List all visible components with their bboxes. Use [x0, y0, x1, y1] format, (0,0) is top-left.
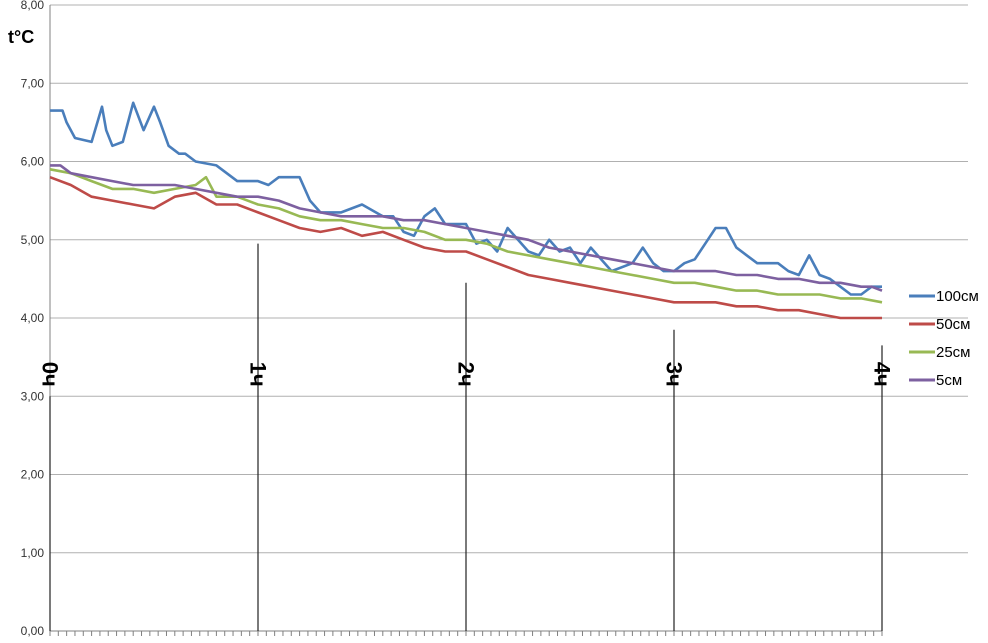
- legend-label: 50см: [936, 316, 971, 333]
- hour-marker-label: 4ч: [870, 362, 895, 387]
- y-tick-label: 8,00: [21, 0, 45, 12]
- hour-marker-label: 0ч: [38, 362, 63, 387]
- legend: 100см 50см 25см 5см: [909, 288, 979, 389]
- hour-marker-label: 3ч: [662, 362, 687, 387]
- series-lines: [49, 101, 883, 320]
- y-tick-label: 4,00: [21, 311, 45, 325]
- hour-markers: 0ч 1ч 2ч 3ч 4ч: [38, 243, 895, 631]
- y-tick-label: 6,00: [21, 155, 45, 169]
- y-axis-label: t°C: [8, 27, 34, 47]
- legend-label: 5см: [936, 372, 962, 389]
- hour-marker-label: 2ч: [454, 362, 479, 387]
- series-line-1: [50, 101, 882, 296]
- legend-label: 100см: [936, 288, 979, 305]
- x-minor-ticks: [49, 631, 883, 636]
- y-tick-label: 1,00: [21, 546, 45, 560]
- y-tick-label: 5,00: [21, 233, 45, 247]
- y-tick-label: 2,00: [21, 468, 45, 482]
- legend-label: 25см: [936, 344, 971, 361]
- series-line-4: [50, 164, 883, 292]
- y-tick-label: 3,00: [21, 389, 45, 403]
- y-tick-label: 0,00: [21, 624, 45, 638]
- series-line-2: [49, 175, 882, 320]
- series-line-3: [49, 168, 883, 304]
- gridlines: [50, 4, 968, 554]
- hour-marker-label: 1ч: [246, 362, 271, 387]
- y-tick-labels: 0,00 1,00 2,00 3,00 4,00 5,00 6,00 7,00 8,00: [21, 0, 45, 638]
- y-tick-label: 7,00: [21, 76, 45, 90]
